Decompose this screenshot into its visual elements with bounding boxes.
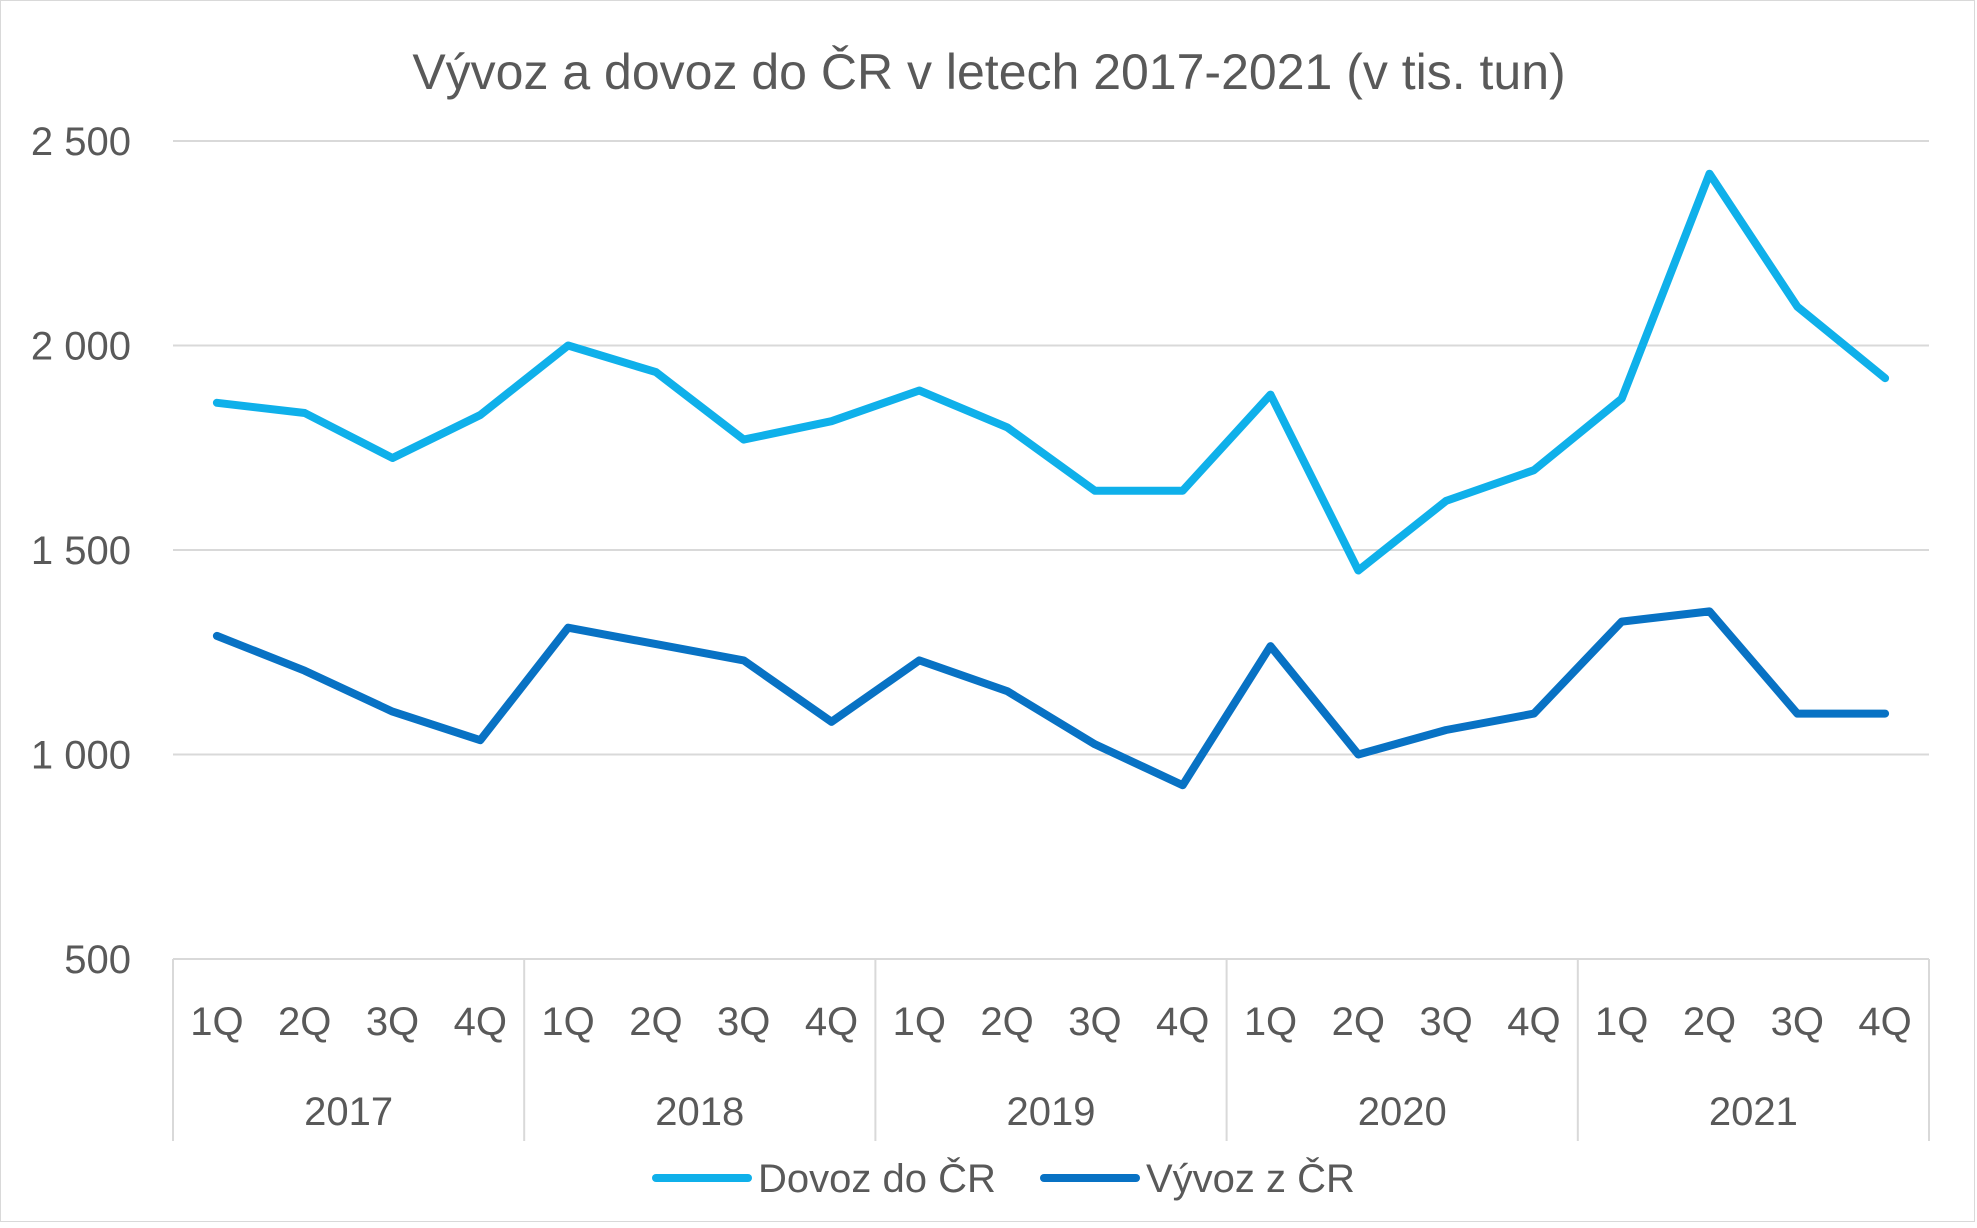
data-point: [743, 439, 745, 441]
data-point: [1094, 490, 1096, 492]
x-tick-label: 4Q: [805, 1000, 858, 1044]
data-point: [1270, 394, 1271, 396]
y-tick-label: 2 500: [31, 120, 131, 164]
data-point: [655, 371, 657, 373]
data-point: [1357, 569, 1359, 571]
x-group-label: 2017: [304, 1090, 393, 1134]
x-tick-label: 2Q: [1683, 1000, 1736, 1044]
y-tick-label: 1 500: [31, 529, 131, 573]
data-point: [1182, 490, 1184, 492]
data-point: [392, 711, 393, 713]
x-tick-label: 1Q: [893, 1000, 946, 1044]
data-point: [655, 643, 657, 645]
data-point: [831, 420, 832, 422]
data-point: [1621, 621, 1623, 623]
x-group-label: 2020: [1358, 1090, 1447, 1134]
x-tick-label: 4Q: [1507, 1000, 1560, 1044]
legend: Dovoz do ČR Vývoz z ČR: [652, 1156, 1355, 1201]
data-point: [743, 659, 745, 661]
x-tick-label: 3Q: [1068, 1000, 1121, 1044]
x-tick-label: 3Q: [366, 1000, 419, 1044]
data-point: [1621, 398, 1623, 400]
data-point: [1533, 713, 1535, 715]
data-point: [1006, 426, 1008, 428]
y-axis: 500 1 000 1 500 2 000 2 500: [31, 120, 131, 982]
x-axis: 1Q 2Q 3Q 4Q 1Q 2Q 3Q 4Q 1Q 2Q 3Q 4Q 1Q 2Q 3Q 4Q 1Q 2Q 3Q 4Q…: [172, 958, 1930, 1141]
data-point: [1709, 173, 1710, 175]
data-point: [1796, 713, 1798, 715]
x-tick-label: 4Q: [1156, 1000, 1209, 1044]
data-point: [304, 412, 306, 414]
x-tick-label: 1Q: [1595, 1000, 1648, 1044]
y-tick-label: 1 000: [31, 734, 131, 778]
chart-title: Vývoz a dovoz do ČR v letech 2017-2021 (…: [412, 44, 1565, 100]
x-tick-label: 4Q: [1858, 1000, 1911, 1044]
data-point: [1709, 610, 1710, 612]
data-point: [1182, 784, 1184, 786]
x-tick-label: 3Q: [1419, 1000, 1472, 1044]
data-point: [392, 457, 393, 459]
legend-label: Vývoz z ČR: [1146, 1156, 1355, 1201]
data-point: [479, 414, 481, 416]
x-group-label: 2019: [1007, 1090, 1096, 1134]
x-tick-label: 1Q: [190, 1000, 243, 1044]
data-point: [1796, 306, 1798, 308]
data-point: [216, 635, 218, 637]
series-line: [212, 169, 1890, 575]
x-tick-label: 2Q: [1332, 1000, 1385, 1044]
data-point: [1357, 754, 1359, 755]
data-point: [1884, 377, 1886, 379]
data-point: [567, 627, 569, 629]
data-point: [216, 402, 218, 404]
series-lines: [212, 169, 1890, 790]
x-tick-label: 1Q: [1244, 1000, 1297, 1044]
gridlines: [173, 140, 1929, 756]
x-tick-label: 2Q: [278, 1000, 331, 1044]
data-point: [831, 721, 832, 723]
data-point: [1533, 469, 1535, 471]
x-tick-label: 2Q: [629, 1000, 682, 1044]
data-point: [1006, 690, 1008, 692]
data-point: [479, 739, 481, 741]
y-tick-label: 2 000: [31, 325, 131, 369]
data-point: [304, 670, 306, 672]
data-point: [1094, 743, 1096, 745]
data-point: [918, 659, 920, 661]
x-tick-label: 4Q: [454, 1000, 507, 1044]
x-tick-label: 2Q: [980, 1000, 1033, 1044]
legend-label: Dovoz do ČR: [758, 1156, 996, 1201]
x-tick-label: 3Q: [1771, 1000, 1824, 1044]
data-point: [1270, 645, 1271, 647]
data-point: [918, 389, 920, 391]
x-group-label: 2018: [655, 1090, 744, 1134]
x-tick-label: 3Q: [717, 1000, 770, 1044]
x-tick-label: 1Q: [541, 1000, 594, 1044]
data-point: [1445, 729, 1447, 731]
x-group-label: 2021: [1709, 1090, 1798, 1134]
data-point: [1884, 713, 1886, 715]
data-point: [567, 345, 569, 346]
y-tick-label: 500: [64, 938, 131, 982]
series-line: [212, 607, 1890, 790]
data-point: [1445, 500, 1447, 502]
